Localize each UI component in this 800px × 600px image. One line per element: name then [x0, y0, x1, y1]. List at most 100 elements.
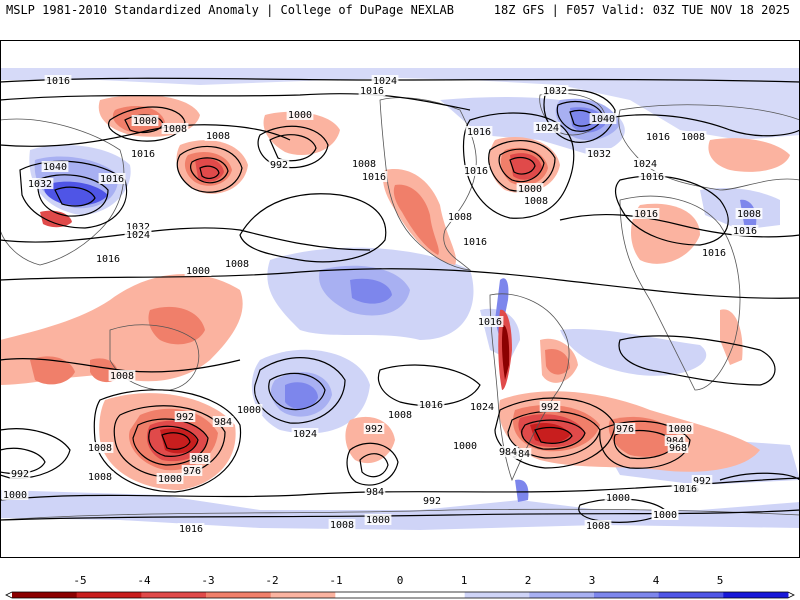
- isobar-label-bg: [585, 148, 613, 159]
- isobar-label: 1000: [3, 490, 27, 501]
- isobar-label: 1016: [179, 524, 203, 535]
- colorbar-swatch: [658, 592, 724, 598]
- isobar-label: 1032: [543, 86, 567, 97]
- anomaly-pos3: [285, 382, 318, 410]
- isobar-label: 1000: [288, 110, 312, 121]
- coastline-africa: [619, 195, 741, 391]
- isobar-label-bg: [541, 85, 569, 96]
- colorbar-swatch: [12, 592, 78, 598]
- isobar-label-bg: [604, 492, 632, 503]
- colorbar-swatch: [206, 592, 272, 598]
- isobar: [0, 509, 800, 521]
- anomaly-neg4: [160, 428, 198, 454]
- isobar-label-bg: [364, 514, 392, 525]
- isobar-label: 968: [191, 454, 209, 465]
- isobar-label: 1000: [453, 441, 477, 452]
- anomaly-pos1: [0, 68, 800, 140]
- isobar-label: 1016: [646, 132, 670, 143]
- isobar-label: 1016: [360, 86, 384, 97]
- coastline-south-america: [489, 293, 570, 482]
- isobar-label: 1000: [366, 515, 390, 526]
- colorbar-swatch: [400, 592, 466, 598]
- isobar-label-bg: [328, 519, 356, 530]
- isobar-label: 1008: [206, 131, 230, 142]
- colorbar-tick-label: -4: [137, 574, 151, 587]
- isobar: [257, 125, 329, 169]
- isobar-label-bg: [181, 465, 203, 476]
- isobar: [93, 389, 242, 493]
- colorbar-tick-label: -2: [265, 574, 278, 587]
- isobar-label-bg: [371, 75, 399, 86]
- isobar-label-bg: [516, 183, 544, 194]
- isobar-label-bg: [291, 428, 319, 439]
- isobar-label-bg: [41, 161, 69, 172]
- isobar-label: 1008: [586, 521, 610, 532]
- colorbar-tick-label: -3: [201, 574, 214, 587]
- isobar-label-bg: [223, 258, 251, 269]
- isobar-label: 1016: [673, 484, 697, 495]
- colorbar-tick-label: 1: [461, 574, 468, 587]
- isobar-label: 1016: [464, 166, 488, 177]
- isobar-label-bg: [614, 423, 636, 434]
- isobar-label-bg: [421, 495, 443, 506]
- isobar-label: 1016: [463, 237, 487, 248]
- isobar: [498, 148, 545, 183]
- isobar-label: 992: [693, 476, 711, 487]
- isobar-label-bg: [363, 423, 385, 434]
- isobar: [107, 106, 186, 142]
- map-title: MSLP 1981-2010 Standardized Anomaly | Co…: [6, 3, 454, 17]
- isobar-label: 1024: [535, 123, 559, 134]
- colorbar-frame: [5, 591, 795, 599]
- isobar-label-bg: [461, 236, 489, 247]
- anomaly-neg1: [263, 111, 340, 156]
- isobar-label: 968: [669, 443, 687, 454]
- isobar-label-bg: [94, 253, 122, 264]
- isobar-label: 1016: [702, 248, 726, 259]
- coastline-greenland: [539, 92, 606, 136]
- isobar-label: 1016: [131, 149, 155, 160]
- isobar-label-bg: [184, 265, 212, 276]
- anomaly-neg4: [501, 324, 510, 380]
- isobar-label: 976: [183, 466, 201, 477]
- isobar-label-bg: [691, 475, 713, 486]
- coastline-asia-west: [0, 118, 125, 266]
- isobar: [599, 114, 800, 137]
- isobar-label-bg: [451, 440, 479, 451]
- isobar-label-bg: [671, 483, 699, 494]
- isobar-label-bg: [667, 442, 689, 453]
- isobar: [19, 160, 128, 229]
- isobar-label-bg: [286, 109, 314, 120]
- isobar-label-bg: [86, 471, 114, 482]
- isobar-label-bg: [235, 404, 263, 415]
- isobar-label: 1016: [733, 226, 757, 237]
- isobar-label-bg: [364, 486, 386, 497]
- isobar: [37, 174, 109, 217]
- isobar-label-bg: [9, 468, 31, 479]
- isobar-label-bg: [731, 225, 759, 236]
- isobar: [190, 157, 229, 184]
- isobar: [199, 165, 220, 179]
- isobar-label: 984: [512, 449, 530, 460]
- isobar: [599, 420, 691, 469]
- isobar-label: 1008: [737, 209, 761, 220]
- isobar-label: 1008: [88, 443, 112, 454]
- isobar: [613, 430, 676, 460]
- colorbar-swatch: [335, 592, 401, 598]
- isobar-label: 1024: [293, 429, 317, 440]
- isobar-label: 1008: [388, 410, 412, 421]
- isobar-label-bg: [124, 229, 152, 240]
- isobar: [0, 124, 291, 147]
- isobar-label: 1000: [606, 493, 630, 504]
- isobar-label-bg: [664, 435, 686, 446]
- isobar-label: 992: [423, 496, 441, 507]
- isobar-label: 1016: [419, 400, 443, 411]
- isobar-label: 1000: [518, 184, 542, 195]
- colorbar-tick-label: -5: [73, 574, 86, 587]
- isobar-label-bg: [666, 423, 694, 434]
- isobar-label: 1024: [470, 402, 494, 413]
- isobar-label-bg: [700, 247, 728, 258]
- isobar-label: 976: [616, 424, 634, 435]
- isobar-label: 1008: [110, 371, 134, 382]
- isobar: [488, 139, 556, 192]
- isobar-label: 992: [11, 469, 29, 480]
